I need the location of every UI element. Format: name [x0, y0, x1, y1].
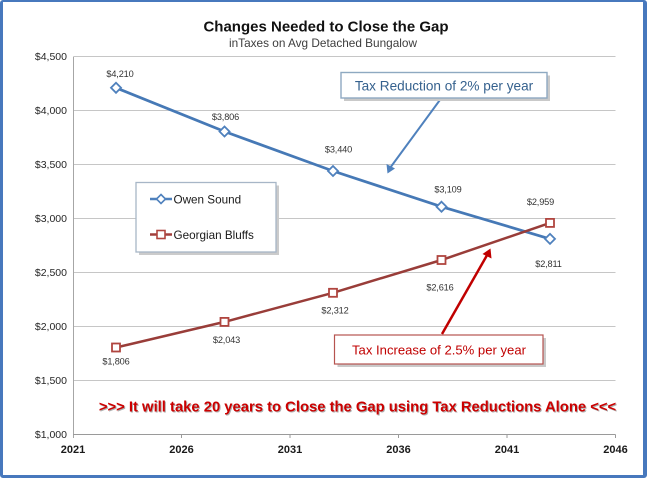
- svg-text:$4,000: $4,000: [35, 105, 67, 117]
- svg-text:$2,312: $2,312: [321, 306, 348, 316]
- svg-text:2026: 2026: [169, 444, 193, 456]
- svg-text:$4,210: $4,210: [106, 69, 133, 79]
- svg-text:Owen Sound: Owen Sound: [174, 194, 242, 207]
- svg-text:$2,959: $2,959: [527, 197, 554, 207]
- svg-text:>>> It will take 20 years to C: >>> It will take 20 years to Close the G…: [99, 400, 617, 416]
- svg-text:$3,500: $3,500: [35, 159, 67, 171]
- svg-text:$2,000: $2,000: [35, 321, 67, 333]
- svg-text:$2,811: $2,811: [535, 259, 562, 269]
- svg-text:2046: 2046: [603, 444, 627, 456]
- svg-text:inTaxes on Avg Detached Bungal: inTaxes on Avg Detached Bungalow: [229, 36, 417, 50]
- svg-text:$4,500: $4,500: [35, 51, 67, 63]
- svg-text:$1,000: $1,000: [35, 429, 67, 441]
- svg-text:>>> It will take 20 years to C: >>> It will take 20 years to Close the G…: [100, 401, 618, 417]
- svg-text:$3,440: $3,440: [325, 145, 352, 155]
- svg-text:Tax Increase of 2.5% per year: Tax Increase of 2.5% per year: [352, 343, 527, 358]
- svg-text:$3,109: $3,109: [434, 185, 461, 195]
- svg-text:$3,000: $3,000: [35, 213, 67, 225]
- svg-text:2031: 2031: [278, 444, 302, 456]
- svg-text:Changes Needed to Close the Ga: Changes Needed to Close the Gap: [203, 19, 448, 36]
- svg-text:$1,500: $1,500: [35, 375, 67, 387]
- svg-text:$1,806: $1,806: [102, 357, 129, 367]
- svg-text:$2,500: $2,500: [35, 267, 67, 279]
- svg-text:Georgian Bluffs: Georgian Bluffs: [174, 229, 255, 242]
- svg-text:2041: 2041: [495, 444, 519, 456]
- svg-text:2021: 2021: [61, 444, 85, 456]
- svg-text:$2,616: $2,616: [426, 283, 453, 293]
- svg-text:$2,043: $2,043: [213, 335, 240, 345]
- svg-text:Tax Reduction of 2% per year: Tax Reduction of 2% per year: [355, 79, 534, 94]
- svg-text:2036: 2036: [386, 444, 410, 456]
- svg-text:$3,806: $3,806: [212, 112, 239, 122]
